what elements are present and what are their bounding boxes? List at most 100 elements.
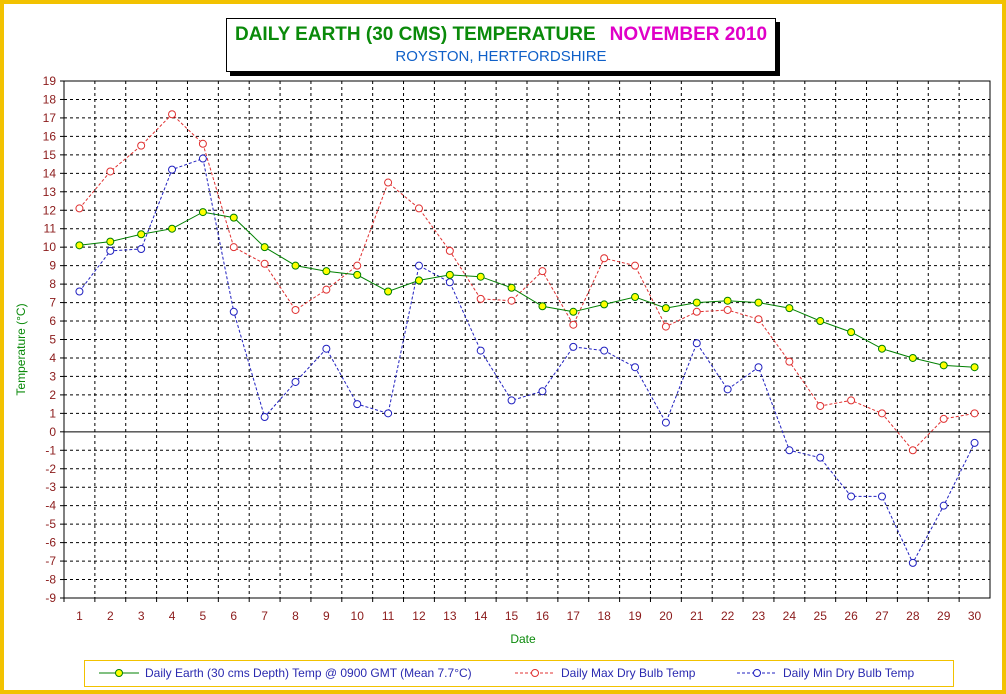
series-earth-line (79, 211, 975, 368)
series-earth-point (384, 287, 393, 296)
y-tick-label: -6 (45, 536, 56, 550)
legend-label-min: Daily Min Dry Bulb Temp (783, 666, 915, 680)
series-min-point (661, 418, 670, 427)
series-earth-point (229, 213, 238, 222)
series-max-point (723, 305, 732, 314)
series-max-point (816, 401, 825, 410)
title-box: DAILY EARTH (30 CMS) TEMPERATURE NOVEMBER… (226, 18, 776, 72)
series-max-point (353, 261, 362, 270)
x-tick-label: 12 (412, 609, 426, 623)
y-tick-label: 2 (49, 388, 56, 402)
x-tick-label: 2 (107, 609, 114, 623)
series-earth-point (168, 224, 177, 233)
series-min-point (445, 278, 454, 287)
series-earth-point (507, 283, 516, 292)
x-tick-label: 21 (690, 609, 704, 623)
series-earth-point (538, 302, 547, 311)
series-earth-point (106, 237, 115, 246)
series-earth-point (908, 353, 917, 362)
series-min-point (754, 363, 763, 372)
series-earth-point (600, 300, 609, 309)
y-tick-label: 11 (44, 222, 57, 236)
series-min-point (353, 400, 362, 409)
series-max-point (260, 259, 269, 268)
series-min-line (79, 157, 976, 565)
series-max-point (785, 357, 794, 366)
series-min-point (816, 453, 825, 462)
y-tick-label: 3 (49, 369, 56, 383)
series-earth-point (75, 241, 84, 250)
y-tick-label: 12 (43, 203, 57, 217)
series-max-point (106, 167, 115, 176)
series-min-point (785, 446, 794, 455)
x-tick-label: 16 (536, 609, 550, 623)
x-tick-label: 22 (721, 609, 735, 623)
series-min-point (692, 339, 701, 348)
chart-month: NOVEMBER 2010 (609, 24, 768, 45)
x-tick-label: 1 (76, 609, 83, 623)
series-max-point (847, 396, 856, 405)
series-min-point (198, 154, 207, 163)
series-max (75, 110, 979, 455)
series-earth-point (137, 230, 146, 239)
y-tick-label: 18 (43, 92, 57, 106)
y-tick-label: 9 (49, 259, 56, 273)
series-max-point (168, 110, 177, 119)
legend-marker-max (515, 669, 555, 677)
series-earth-point (322, 267, 331, 276)
series-max-point (569, 320, 578, 329)
series-earth-point (877, 344, 886, 353)
series-max-line (79, 113, 975, 452)
series-min-point (476, 346, 485, 355)
y-tick-label: 5 (49, 333, 56, 347)
series-min-point (137, 245, 146, 254)
y-tick-label: 15 (43, 148, 57, 162)
series-max-point (322, 285, 331, 294)
series-earth-point (569, 307, 578, 316)
y-tick-label: 4 (49, 351, 56, 365)
x-axis-label: Date (510, 632, 536, 646)
legend: Daily Earth (30 cms Depth) Temp @ 0900 G… (84, 660, 954, 687)
x-tick-label: 15 (505, 609, 519, 623)
series-max-point (75, 204, 84, 213)
y-tick-label: -5 (45, 517, 56, 531)
y-tick-label: 7 (49, 296, 56, 310)
series-min-point (908, 558, 917, 567)
series-max-point (538, 267, 547, 276)
y-tick-label: 1 (49, 406, 56, 420)
x-tick-label: 10 (351, 609, 365, 623)
y-tick-label: 13 (43, 185, 57, 199)
series-max-point (754, 315, 763, 324)
y-tick-label: 14 (43, 166, 57, 180)
x-tick-label: 4 (169, 609, 176, 623)
series-earth-point (198, 208, 207, 217)
y-tick-label: -1 (45, 443, 56, 457)
series-earth-point (939, 361, 948, 370)
x-tick-label: 18 (597, 609, 611, 623)
series-max-point (137, 141, 146, 150)
legend-label-earth: Daily Earth (30 cms Depth) Temp @ 0900 G… (145, 666, 472, 680)
series-min-point (322, 344, 331, 353)
x-tick-label: 28 (906, 609, 920, 623)
series-earth-point (353, 270, 362, 279)
series-min-point (939, 501, 948, 510)
series-max-point (198, 139, 207, 148)
y-tick-label: 10 (43, 240, 57, 254)
series-earth-point (476, 272, 485, 281)
series-earth-point (692, 298, 701, 307)
series-min (75, 154, 979, 567)
series-min-point (970, 438, 979, 447)
y-tick-label: 0 (49, 425, 56, 439)
x-tick-label: 8 (292, 609, 299, 623)
y-tick-label: 16 (43, 129, 57, 143)
legend-label-max: Daily Max Dry Bulb Temp (561, 666, 696, 680)
y-tick-label: -9 (45, 591, 56, 605)
series-min-point (877, 492, 886, 501)
series-max-point (692, 307, 701, 316)
series-earth-point (785, 304, 794, 313)
chart-title: DAILY EARTH (30 CMS) TEMPERATURE (234, 24, 596, 45)
series-max-point (445, 246, 454, 255)
x-tick-label: 7 (261, 609, 268, 623)
series-min-point (538, 387, 547, 396)
